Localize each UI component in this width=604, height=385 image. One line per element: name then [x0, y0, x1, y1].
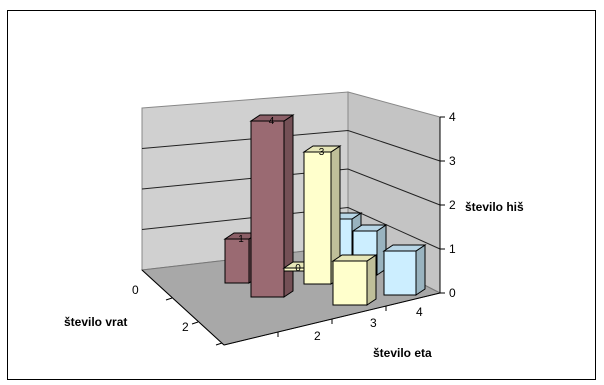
axis-ticks: 0 1 2 3 4 2 3 4 0 2	[132, 110, 456, 346]
data-label: 3	[319, 147, 325, 158]
bar-front	[383, 250, 417, 296]
bar-side	[415, 244, 426, 296]
x-tick-label: 4	[416, 305, 423, 319]
data-label: 4	[269, 116, 275, 127]
z-tick-label: 1	[449, 242, 456, 256]
z-tick-label: 0	[449, 286, 456, 300]
gridline	[141, 129, 441, 162]
bar-side	[366, 254, 377, 306]
bar-front	[332, 260, 368, 306]
bar-front	[283, 267, 305, 272]
gridline	[141, 206, 441, 250]
z-tick-label: 2	[449, 198, 456, 212]
bar-front	[250, 120, 285, 298]
y-axis-line	[141, 269, 225, 346]
bar: 4	[249, 114, 295, 298]
bar: 3	[302, 145, 342, 285]
bar	[331, 254, 378, 306]
z-tick-label: 3	[449, 154, 456, 168]
y-tick-label: 0	[132, 283, 139, 297]
data-label: 0	[295, 263, 301, 274]
bars: 1 4 0 3	[223, 114, 427, 306]
y-axis-title: število vrat	[64, 315, 127, 329]
bar-front	[303, 151, 332, 285]
data-label: 1	[238, 234, 244, 245]
z-tick-label: 4	[449, 110, 456, 124]
x-axis-title: število eta	[373, 346, 432, 360]
y-tick-mark	[165, 297, 173, 301]
z-axis-title: število hiš	[465, 200, 524, 214]
gridline	[141, 168, 441, 206]
y-tick-label: 2	[182, 320, 189, 334]
bar	[382, 244, 427, 296]
gridlines	[141, 129, 441, 250]
x-tick-label: 3	[370, 316, 377, 330]
y-tick-mark	[215, 342, 223, 346]
y-tick-mark	[191, 321, 199, 325]
x-tick-label: 2	[314, 329, 321, 343]
bar-front	[224, 238, 250, 284]
